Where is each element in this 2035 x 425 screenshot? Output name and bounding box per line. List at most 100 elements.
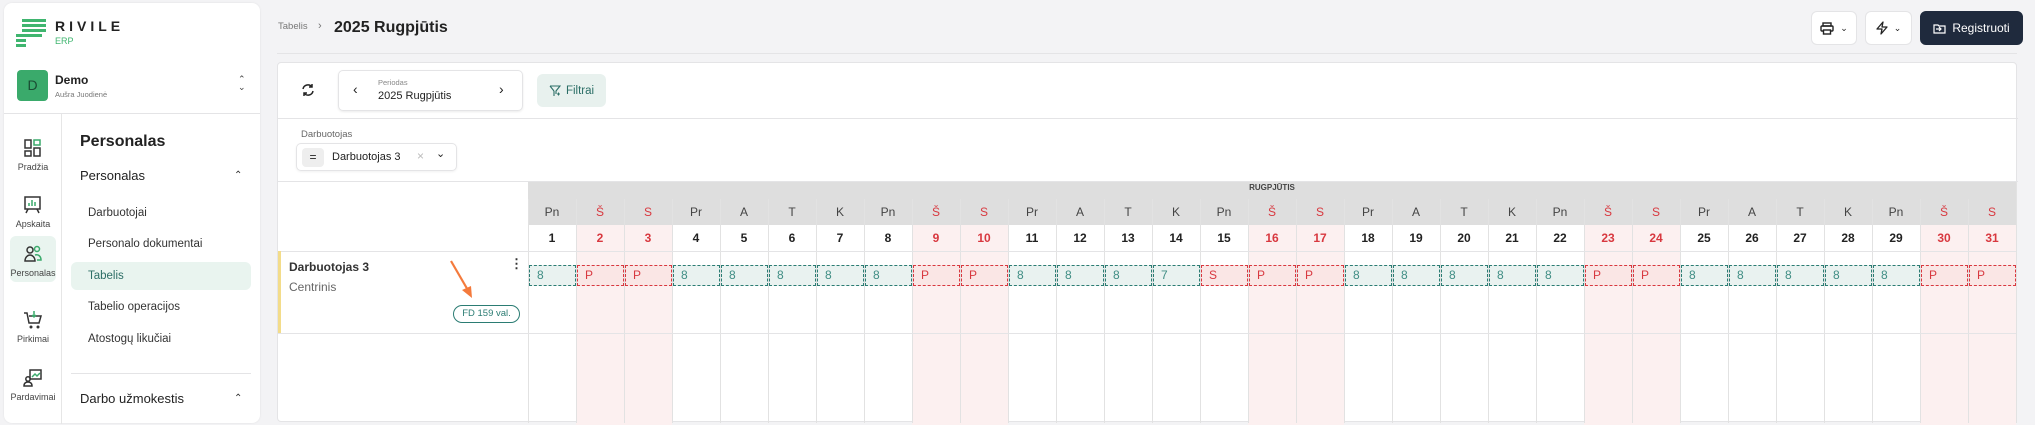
- employee-filter-select[interactable]: = Darbuotojas 3 × ⌄: [296, 143, 457, 171]
- timesheet-cell-day-9[interactable]: P: [913, 265, 960, 286]
- filters-button[interactable]: Filtrai: [537, 74, 606, 107]
- weekday-label: Š: [931, 205, 940, 219]
- dashboard-icon: [24, 139, 41, 157]
- weekend-column-bg: [1296, 225, 1344, 425]
- chevron-down-icon[interactable]: ⌄: [436, 148, 446, 160]
- timesheet-cell-day-7[interactable]: 8: [817, 265, 864, 286]
- timesheet-cell-day-19[interactable]: 8: [1393, 265, 1440, 286]
- timesheet-cell-day-26[interactable]: 8: [1729, 265, 1776, 286]
- timesheet-cell-day-10[interactable]: P: [961, 265, 1008, 286]
- day-column-divider: [624, 199, 672, 423]
- weekday-label: S: [1315, 205, 1324, 219]
- timesheet-cell-day-15[interactable]: S: [1201, 265, 1248, 286]
- nav-section-personalas[interactable]: Personalas ⌃: [80, 168, 256, 188]
- timesheet-cell-day-16[interactable]: P: [1249, 265, 1296, 286]
- timesheet-cell-day-21[interactable]: 8: [1489, 265, 1536, 286]
- employee-name[interactable]: Darbuotojas 3: [289, 260, 370, 274]
- weekday-label: Pn: [544, 205, 560, 219]
- company-name: Demo: [55, 73, 89, 87]
- timesheet-cell-day-17[interactable]: P: [1297, 265, 1344, 286]
- company-switcher[interactable]: D Demo Aušra Juodienė ⌃ ⌄: [4, 63, 260, 113]
- equals-operator-button[interactable]: =: [302, 148, 324, 167]
- date-label: 16: [1265, 231, 1279, 245]
- day-column-divider: [1584, 199, 1632, 423]
- day-column-divider: [1152, 199, 1200, 423]
- date-label: 20: [1457, 231, 1471, 245]
- timesheet-cell-day-25[interactable]: 8: [1681, 265, 1728, 286]
- nav-item-personalo-dokumentai[interactable]: Personalo dokumentai: [88, 238, 203, 250]
- timesheet-cell-day-31[interactable]: P: [1969, 265, 2016, 286]
- nav-item-atostogų-likučiai[interactable]: Atostogų likučiai: [88, 333, 172, 345]
- module-rail: Pradžia Apskaita Personalas Pirkimai Pardavi…: [4, 114, 62, 424]
- timesheet-cell-day-4[interactable]: 8: [673, 265, 720, 286]
- timesheet-cell-day-6[interactable]: 8: [769, 265, 816, 286]
- previous-period-button[interactable]: ‹: [353, 81, 358, 97]
- timesheet-cell-day-27[interactable]: 8: [1777, 265, 1824, 286]
- weekday-label: A: [1075, 205, 1084, 219]
- weekend-column-bg: [960, 225, 1008, 425]
- breadcrumb-parent[interactable]: Tabelis: [278, 21, 308, 32]
- rail-label: Personalas: [10, 268, 56, 278]
- rail-item-personalas[interactable]: Personalas: [10, 236, 56, 282]
- company-avatar: D: [17, 70, 48, 101]
- timesheet-cell-day-29[interactable]: 8: [1873, 265, 1920, 286]
- rail-item-pradžia[interactable]: Pradžia: [10, 130, 56, 176]
- rail-item-pardavimai[interactable]: Pardavimai: [10, 360, 56, 406]
- timesheet-cell-day-3[interactable]: P: [625, 265, 672, 286]
- weekday-label: A: [1411, 205, 1420, 219]
- folder-import-icon: [1933, 23, 1946, 34]
- day-column-divider: [1680, 199, 1728, 423]
- timesheet-cell-day-28[interactable]: 8: [1825, 265, 1872, 286]
- day-column-divider: [864, 199, 912, 423]
- print-button[interactable]: ⌄: [1811, 11, 1857, 45]
- timesheet-cell-day-5[interactable]: 8: [721, 265, 768, 286]
- nav-item-tabelis[interactable]: Tabelis: [71, 262, 251, 290]
- timesheet-cell-day-11[interactable]: 8: [1009, 265, 1056, 286]
- weekday-label: S: [1651, 205, 1660, 219]
- refresh-button[interactable]: [300, 82, 316, 98]
- nav-section-darbo-uzmokestis[interactable]: Darbo užmokestis ⌃: [80, 391, 256, 411]
- date-label: 9: [932, 231, 940, 245]
- day-column-divider: [1008, 199, 1056, 423]
- day-column-divider: [1104, 199, 1152, 423]
- period-label: Periodas: [378, 78, 408, 87]
- date-label: 10: [977, 231, 991, 245]
- timesheet-cell-day-2[interactable]: P: [577, 265, 624, 286]
- register-button[interactable]: Registruoti: [1920, 11, 2023, 45]
- weekend-column-bg: [1920, 225, 1968, 425]
- rail-item-apskaita[interactable]: Apskaita: [10, 187, 56, 233]
- timesheet-cell-day-13[interactable]: 8: [1105, 265, 1152, 286]
- grid-right-border: [2016, 182, 2035, 423]
- timesheet-cell-day-30[interactable]: P: [1921, 265, 1968, 286]
- weekday-label: Pn: [880, 205, 896, 219]
- weekday-label: Pr: [1362, 205, 1374, 219]
- timesheet-cell-day-1[interactable]: 8: [529, 265, 576, 286]
- weekday-label: Š: [1939, 205, 1948, 219]
- timesheet-cell-day-22[interactable]: 8: [1537, 265, 1584, 286]
- date-label: 27: [1793, 231, 1807, 245]
- next-period-button[interactable]: ›: [499, 81, 504, 97]
- more-options-icon[interactable]: ⋮: [510, 256, 523, 271]
- timesheet-cell-day-20[interactable]: 8: [1441, 265, 1488, 286]
- timesheet-cell-day-18[interactable]: 8: [1345, 265, 1392, 286]
- timesheet-cell-day-24[interactable]: P: [1633, 265, 1680, 286]
- timesheet-cell-day-12[interactable]: 8: [1057, 265, 1104, 286]
- nav-item-tabelio-operacijos[interactable]: Tabelio operacijos: [88, 301, 181, 313]
- weekday-label: Pr: [1026, 205, 1038, 219]
- day-column-divider: [1728, 199, 1776, 423]
- clear-icon[interactable]: ×: [417, 149, 425, 163]
- employee-filter-label: Darbuotojas: [301, 129, 353, 140]
- timesheet-cell-day-23[interactable]: P: [1585, 265, 1632, 286]
- rail-item-pirkimai[interactable]: Pirkimai: [10, 302, 56, 348]
- period-picker: ‹ Periodas 2025 Rugpjūtis ›: [338, 70, 523, 111]
- timesheet-cell-day-14[interactable]: 7: [1153, 265, 1200, 286]
- nav-item-darbuotojai[interactable]: Darbuotojai: [88, 207, 147, 219]
- date-label: 23: [1601, 231, 1615, 245]
- timesheet-cell-day-8[interactable]: 8: [865, 265, 912, 286]
- day-column-divider: [672, 199, 720, 423]
- weekday-label: Š: [1267, 205, 1276, 219]
- weekday-label: K: [835, 205, 844, 219]
- weekday-label: Pr: [1698, 205, 1710, 219]
- weekday-label: S: [979, 205, 988, 219]
- quick-actions-button[interactable]: ⌄: [1865, 11, 1912, 45]
